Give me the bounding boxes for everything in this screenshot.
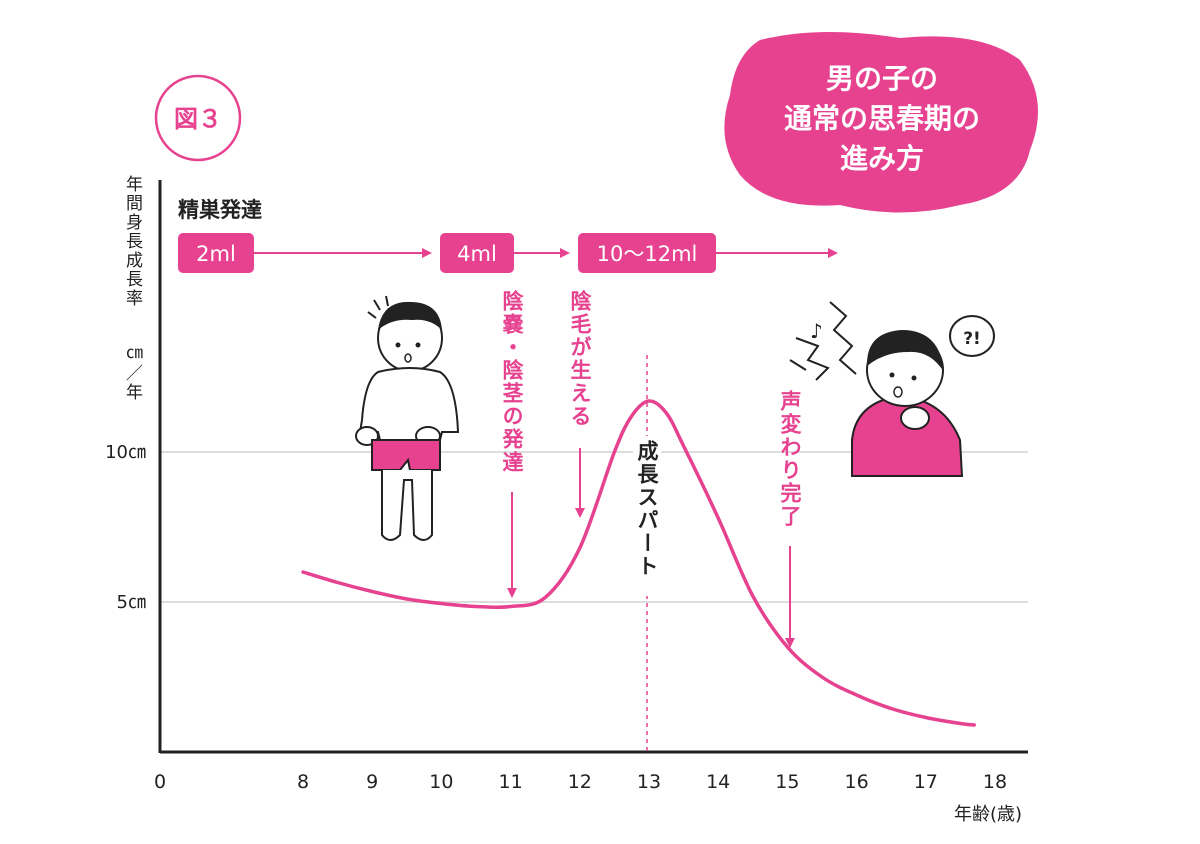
- x-tick-label-8: 8: [297, 771, 309, 793]
- boy2-eye-right: [911, 375, 917, 381]
- stage-label-1: 2ml: [196, 242, 236, 266]
- curve-layer: [301, 399, 976, 727]
- boy-voice-illustration: ♪ ?!: [789, 301, 995, 477]
- stage-box-3: [578, 233, 716, 273]
- boy2-speech-bubble: [949, 315, 995, 357]
- x-tick-label-18: 18: [983, 771, 1007, 793]
- event-label-voice: 声変わり完了: [778, 389, 803, 528]
- stage-label-3: 10〜12ml: [597, 242, 698, 266]
- boy2-eye-left: [889, 372, 895, 378]
- title-line-2: 通常の思春期の: [784, 102, 980, 135]
- title-line-1: 男の子の: [826, 62, 938, 95]
- stage-box-1: [178, 233, 254, 273]
- stage-label-2: 4ml: [457, 242, 497, 266]
- y-tick-label-1: 10㎝: [105, 442, 146, 463]
- figure-badge: 図３: [154, 74, 242, 162]
- title-line-3: 進み方: [840, 142, 924, 175]
- boy1-torso: [358, 367, 460, 441]
- x-tick-label-11: 11: [499, 771, 523, 793]
- boy1-eye-right: [415, 342, 421, 348]
- stage-row: 2ml 4ml 10〜12ml: [178, 233, 838, 273]
- boy2-mouth: [893, 386, 903, 398]
- event-label-genital: 陰嚢・陰茎の発達: [500, 289, 525, 474]
- y-axis-unit: ㎝／年: [122, 345, 143, 402]
- boy1-sweat-2: [373, 299, 381, 311]
- title-blob: 男の子の 通常の思春期の 進み方: [724, 31, 1038, 213]
- growth-rate-curve: [301, 399, 976, 727]
- boy1-sweat-3: [385, 295, 389, 307]
- boy1-sweat-1: [367, 311, 377, 319]
- boy2-music-note: ♪: [810, 319, 823, 343]
- x-tick-label-12: 12: [568, 771, 592, 793]
- x-tick-label-13: 13: [637, 771, 661, 793]
- boy-checking-illustration: [355, 295, 460, 541]
- x-tick-label-16: 16: [845, 771, 869, 793]
- boy2-hair: [866, 330, 944, 372]
- origin-label: 0: [154, 771, 166, 793]
- x-tick-label-9: 9: [366, 771, 378, 793]
- boy2-hand: [900, 406, 930, 430]
- stage-box-2: [440, 233, 514, 273]
- boy1-mouth: [404, 353, 412, 363]
- axis-layer: 5㎝ 10㎝ 8 9 10 11 12 13 14 15 16 17 18: [105, 180, 1028, 793]
- figure-badge-circle: [154, 74, 242, 162]
- figure-badge-label: 図３: [174, 105, 222, 133]
- boy1-hair: [378, 301, 442, 330]
- boy2-bubble-mark: ?!: [963, 329, 981, 349]
- event-label-pubic-hair: 陰毛が生える: [568, 289, 592, 428]
- boy1-legs: [381, 470, 433, 541]
- x-tick-label-17: 17: [914, 771, 938, 793]
- y-axis-label: 年間身長成長率: [122, 175, 143, 308]
- testis-row-label: 精巣発達: [178, 198, 262, 222]
- boy2-noise-lines: [789, 301, 857, 381]
- boy1-eye-left: [395, 342, 401, 348]
- spurt-label-bg: [633, 436, 661, 596]
- x-tick-label-15: 15: [775, 771, 799, 793]
- title-blob-shape: [724, 31, 1038, 213]
- x-axis-label: 年齢(歳): [954, 804, 1022, 825]
- y-tick-label-0: 5㎝: [117, 592, 146, 613]
- event-label-growth-spurt: 成長スパート: [635, 439, 659, 578]
- boy1-shorts: [371, 439, 441, 471]
- x-tick-label-10: 10: [429, 771, 453, 793]
- x-tick-label-14: 14: [706, 771, 730, 793]
